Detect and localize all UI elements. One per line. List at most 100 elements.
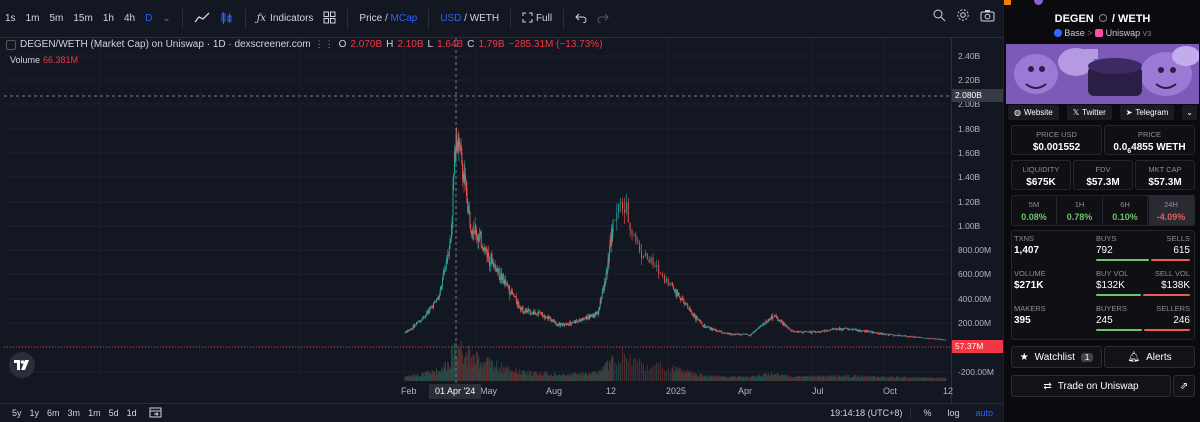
redo-icon[interactable] bbox=[592, 8, 614, 30]
tab-change-6h[interactable]: 6H 0.10% bbox=[1103, 195, 1148, 225]
watchlist-button[interactable]: ★ Watchlist 1 bbox=[1011, 346, 1102, 368]
telegram-link[interactable]: ➤ Telegram bbox=[1119, 105, 1175, 120]
timeframe-1m[interactable]: 1m bbox=[25, 12, 40, 24]
candle-body bbox=[498, 268, 500, 278]
volume-bar bbox=[713, 377, 715, 381]
price-tick-label: 1.00B bbox=[958, 221, 981, 231]
timeframe-more-icon[interactable]: ⌄ bbox=[162, 12, 171, 24]
log-toggle[interactable]: log bbox=[947, 408, 960, 418]
timeframe-1s[interactable]: 1s bbox=[5, 12, 16, 24]
website-link[interactable]: ◍ Website bbox=[1008, 105, 1059, 120]
timeframe-5m[interactable]: 5m bbox=[49, 12, 64, 24]
mktcap-box: MKT CAP $57.3M bbox=[1135, 160, 1195, 190]
candle-body bbox=[885, 333, 887, 336]
undo-icon[interactable] bbox=[570, 8, 592, 30]
volume-bar bbox=[736, 377, 738, 381]
weth-option[interactable]: WETH bbox=[469, 12, 500, 24]
timeframe-15m[interactable]: 15m bbox=[73, 12, 93, 24]
volume-bar bbox=[917, 376, 919, 381]
tab-change-5m[interactable]: 5M 0.08% bbox=[1012, 195, 1057, 225]
trade-on-uniswap-button[interactable]: ⇄ Trade on Uniswap bbox=[1011, 375, 1171, 397]
volume-bar bbox=[847, 377, 849, 381]
tradingview-logo[interactable] bbox=[9, 352, 35, 378]
more-icon[interactable]: ⋮⋮ bbox=[314, 39, 335, 49]
candle-body bbox=[566, 324, 568, 326]
range-1m[interactable]: 1m bbox=[88, 408, 101, 418]
tab-change-1h[interactable]: 1H 0.78% bbox=[1058, 195, 1103, 225]
candle-body bbox=[779, 321, 781, 323]
volume-bar bbox=[448, 367, 450, 381]
pair-title: DEGEN / WETH bbox=[1054, 13, 1151, 25]
divider bbox=[428, 8, 430, 29]
alerts-button[interactable]: 🔔︎ Alerts bbox=[1104, 346, 1195, 368]
price-mcap-toggle[interactable]: Price / MCap bbox=[359, 12, 418, 24]
candle-body bbox=[604, 281, 606, 290]
camera-icon[interactable] bbox=[980, 9, 995, 25]
collapse-icon[interactable] bbox=[6, 39, 16, 50]
volume-bar bbox=[714, 376, 716, 381]
volume-bar bbox=[474, 364, 476, 381]
range-1d[interactable]: 1d bbox=[126, 408, 137, 418]
volume-bar bbox=[533, 372, 535, 381]
timeframe-4h[interactable]: 4h bbox=[123, 12, 136, 24]
volume-bar bbox=[674, 366, 676, 381]
range-5y[interactable]: 5y bbox=[12, 408, 22, 418]
volume-bar bbox=[938, 377, 940, 381]
settings-gear-icon[interactable] bbox=[956, 8, 970, 25]
dex-name[interactable]: Uniswap bbox=[1105, 28, 1141, 38]
usd-option[interactable]: USD bbox=[440, 12, 462, 24]
timeframe-d[interactable]: D bbox=[145, 12, 153, 24]
screen-search-icon[interactable] bbox=[932, 8, 946, 25]
candle-body bbox=[710, 327, 712, 330]
volume-bar bbox=[705, 376, 707, 381]
percent-toggle[interactable]: % bbox=[923, 408, 932, 418]
external-link-button[interactable]: ⇗ bbox=[1173, 375, 1195, 397]
tab-change-24h[interactable]: 24H -4.09% bbox=[1148, 195, 1194, 225]
range-5d[interactable]: 5d bbox=[108, 408, 119, 418]
range-6m[interactable]: 6m bbox=[47, 408, 60, 418]
chain-name[interactable]: Base bbox=[1064, 28, 1085, 38]
volume-bar bbox=[415, 376, 416, 381]
volume-bar bbox=[767, 373, 769, 381]
volume-bar bbox=[478, 356, 480, 381]
candles-icon[interactable] bbox=[215, 8, 239, 30]
candle-body bbox=[849, 329, 851, 331]
mcap-option[interactable]: MCap bbox=[390, 12, 418, 24]
range-1y[interactable]: 1y bbox=[29, 408, 40, 418]
volume-bar bbox=[907, 377, 909, 381]
volume-bar bbox=[828, 375, 830, 381]
candle-body bbox=[823, 330, 825, 331]
candlestick-chart[interactable] bbox=[4, 38, 951, 403]
line-tool-icon[interactable] bbox=[189, 8, 215, 30]
candle-body bbox=[411, 328, 413, 330]
candle-body bbox=[688, 308, 690, 309]
candle-body bbox=[677, 292, 679, 296]
candle-body bbox=[745, 333, 747, 335]
volume-bar bbox=[919, 377, 921, 381]
time-tick-label: Jul bbox=[812, 386, 824, 396]
candle-body bbox=[587, 315, 589, 317]
copy-icon[interactable] bbox=[1098, 14, 1107, 22]
volume-bar bbox=[854, 374, 856, 381]
goto-date-icon[interactable] bbox=[149, 406, 162, 420]
timeframe-1h[interactable]: 1h bbox=[102, 12, 114, 24]
volume-bar bbox=[516, 374, 518, 381]
fdv-value: $57.3M bbox=[1086, 177, 1120, 188]
layout-grid-icon[interactable] bbox=[318, 8, 341, 30]
range-3m[interactable]: 3m bbox=[67, 408, 81, 418]
more-links-button[interactable]: ⌄ bbox=[1182, 105, 1197, 120]
bottom-bar: 5y 1y 6m 3m 1m 5d 1d 19:14:18 (UTC+8) % log au… bbox=[0, 403, 1003, 422]
candle-body bbox=[584, 317, 586, 319]
price-axis[interactable]: 2.40B 2.20B 2.00B 1.80B 1.60B 1.40B 1.20B 1.00B… bbox=[951, 38, 1004, 403]
chart-area[interactable] bbox=[4, 38, 951, 403]
volume-bar bbox=[774, 373, 776, 381]
candle-body bbox=[774, 315, 776, 316]
twitter-link[interactable]: 𝕏 Twitter bbox=[1066, 105, 1112, 120]
fullscreen-button[interactable]: Full bbox=[517, 8, 557, 30]
indicators-button[interactable]: ƒx Indicators bbox=[256, 12, 314, 24]
currency-toggle[interactable]: USD / WETH bbox=[440, 12, 500, 24]
volume-bar bbox=[798, 376, 800, 381]
auto-toggle[interactable]: auto bbox=[975, 408, 993, 418]
candle-body bbox=[718, 331, 720, 332]
candle-body bbox=[516, 302, 518, 306]
